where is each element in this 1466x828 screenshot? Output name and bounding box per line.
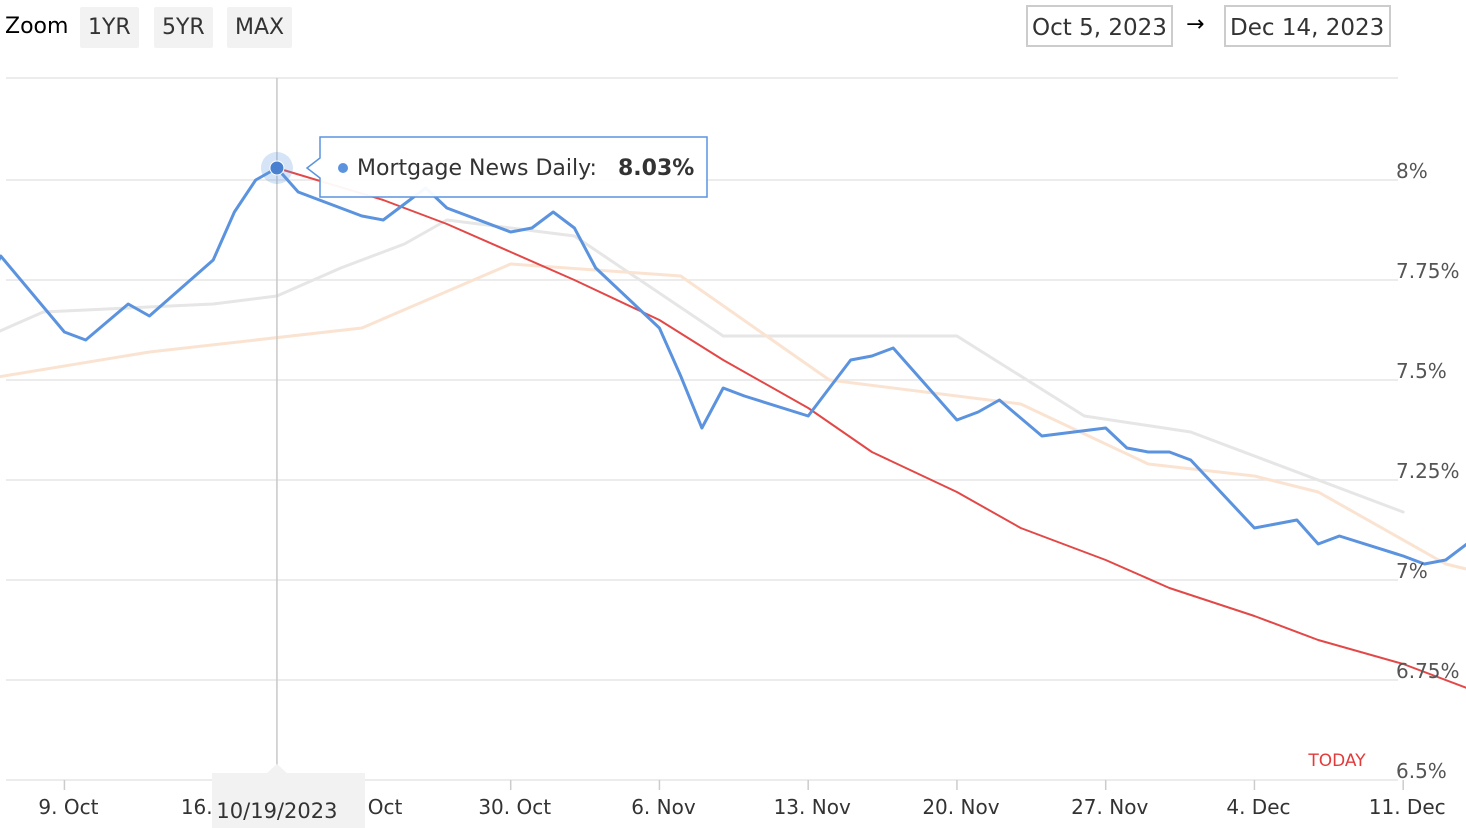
series-line-peach[interactable] xyxy=(0,262,1466,600)
y-tick-label: 6.75% xyxy=(1396,659,1460,683)
y-tick-label: 7% xyxy=(1396,559,1428,583)
tooltip-series-dot xyxy=(338,163,348,173)
x-tick-label: 11. Dec xyxy=(1369,795,1446,819)
crosshair-date-pointer xyxy=(266,764,287,773)
zoom-label: Zoom xyxy=(5,14,69,39)
x-tick-label: 20. Nov xyxy=(922,795,999,819)
toolbar: Zoom 1YR 5YR MAX Oct 5, 2023 → Dec 14, 2… xyxy=(0,0,1466,60)
tooltip-value: 8.03% xyxy=(618,156,694,181)
today-label: TODAY xyxy=(1307,751,1366,771)
tooltip: Mortgage News Daily: 8.03% xyxy=(305,136,708,198)
zoom-1yr-button[interactable]: 1YR xyxy=(80,7,139,48)
date-from-input[interactable]: Oct 5, 2023 xyxy=(1026,5,1173,47)
zoom-max-button[interactable]: MAX xyxy=(227,7,293,48)
x-tick-label: 6. Nov xyxy=(631,795,696,819)
y-tick-label: 7.5% xyxy=(1396,359,1447,383)
hover-marker-group xyxy=(260,152,293,184)
y-tick-label: 7.75% xyxy=(1396,259,1460,283)
series-line-mortgage-news-daily[interactable] xyxy=(0,166,1466,732)
x-tick-label: 4. Dec xyxy=(1226,795,1290,819)
x-tick-label: 9. Oct xyxy=(38,795,98,819)
x-tick-label: 30. Oct xyxy=(478,795,551,819)
crosshair-date-label: 10/19/2023 xyxy=(216,799,337,823)
today-annotation: TODAY xyxy=(1307,751,1366,771)
zoom-5yr-button[interactable]: 5YR xyxy=(154,7,213,48)
x-tick-label: 13. Nov xyxy=(774,795,851,819)
x-tick-label: 27. Nov xyxy=(1071,795,1148,819)
crosshair-date-label-group: 10/19/2023 xyxy=(212,764,365,828)
y-tick-label: 6.5% xyxy=(1396,759,1447,783)
hover-point[interactable] xyxy=(269,160,285,176)
y-tick-label: 7.25% xyxy=(1396,459,1460,483)
series-layer xyxy=(0,166,1466,732)
date-to-input[interactable]: Dec 14, 2023 xyxy=(1224,5,1391,47)
series-line-gray[interactable] xyxy=(0,218,1405,514)
y-tick-label: 8% xyxy=(1396,159,1428,183)
series-line-red[interactable] xyxy=(275,167,1466,720)
tooltip-series-name: Mortgage News Daily: xyxy=(357,156,597,181)
date-range-arrow: → xyxy=(1186,12,1205,37)
crosshair-date-box xyxy=(212,773,365,828)
tooltip-box xyxy=(305,136,708,198)
y-axis-labels: 8% 7.75% 7.5% 7.25% 7% 6.75% 6.5% xyxy=(1396,159,1460,783)
